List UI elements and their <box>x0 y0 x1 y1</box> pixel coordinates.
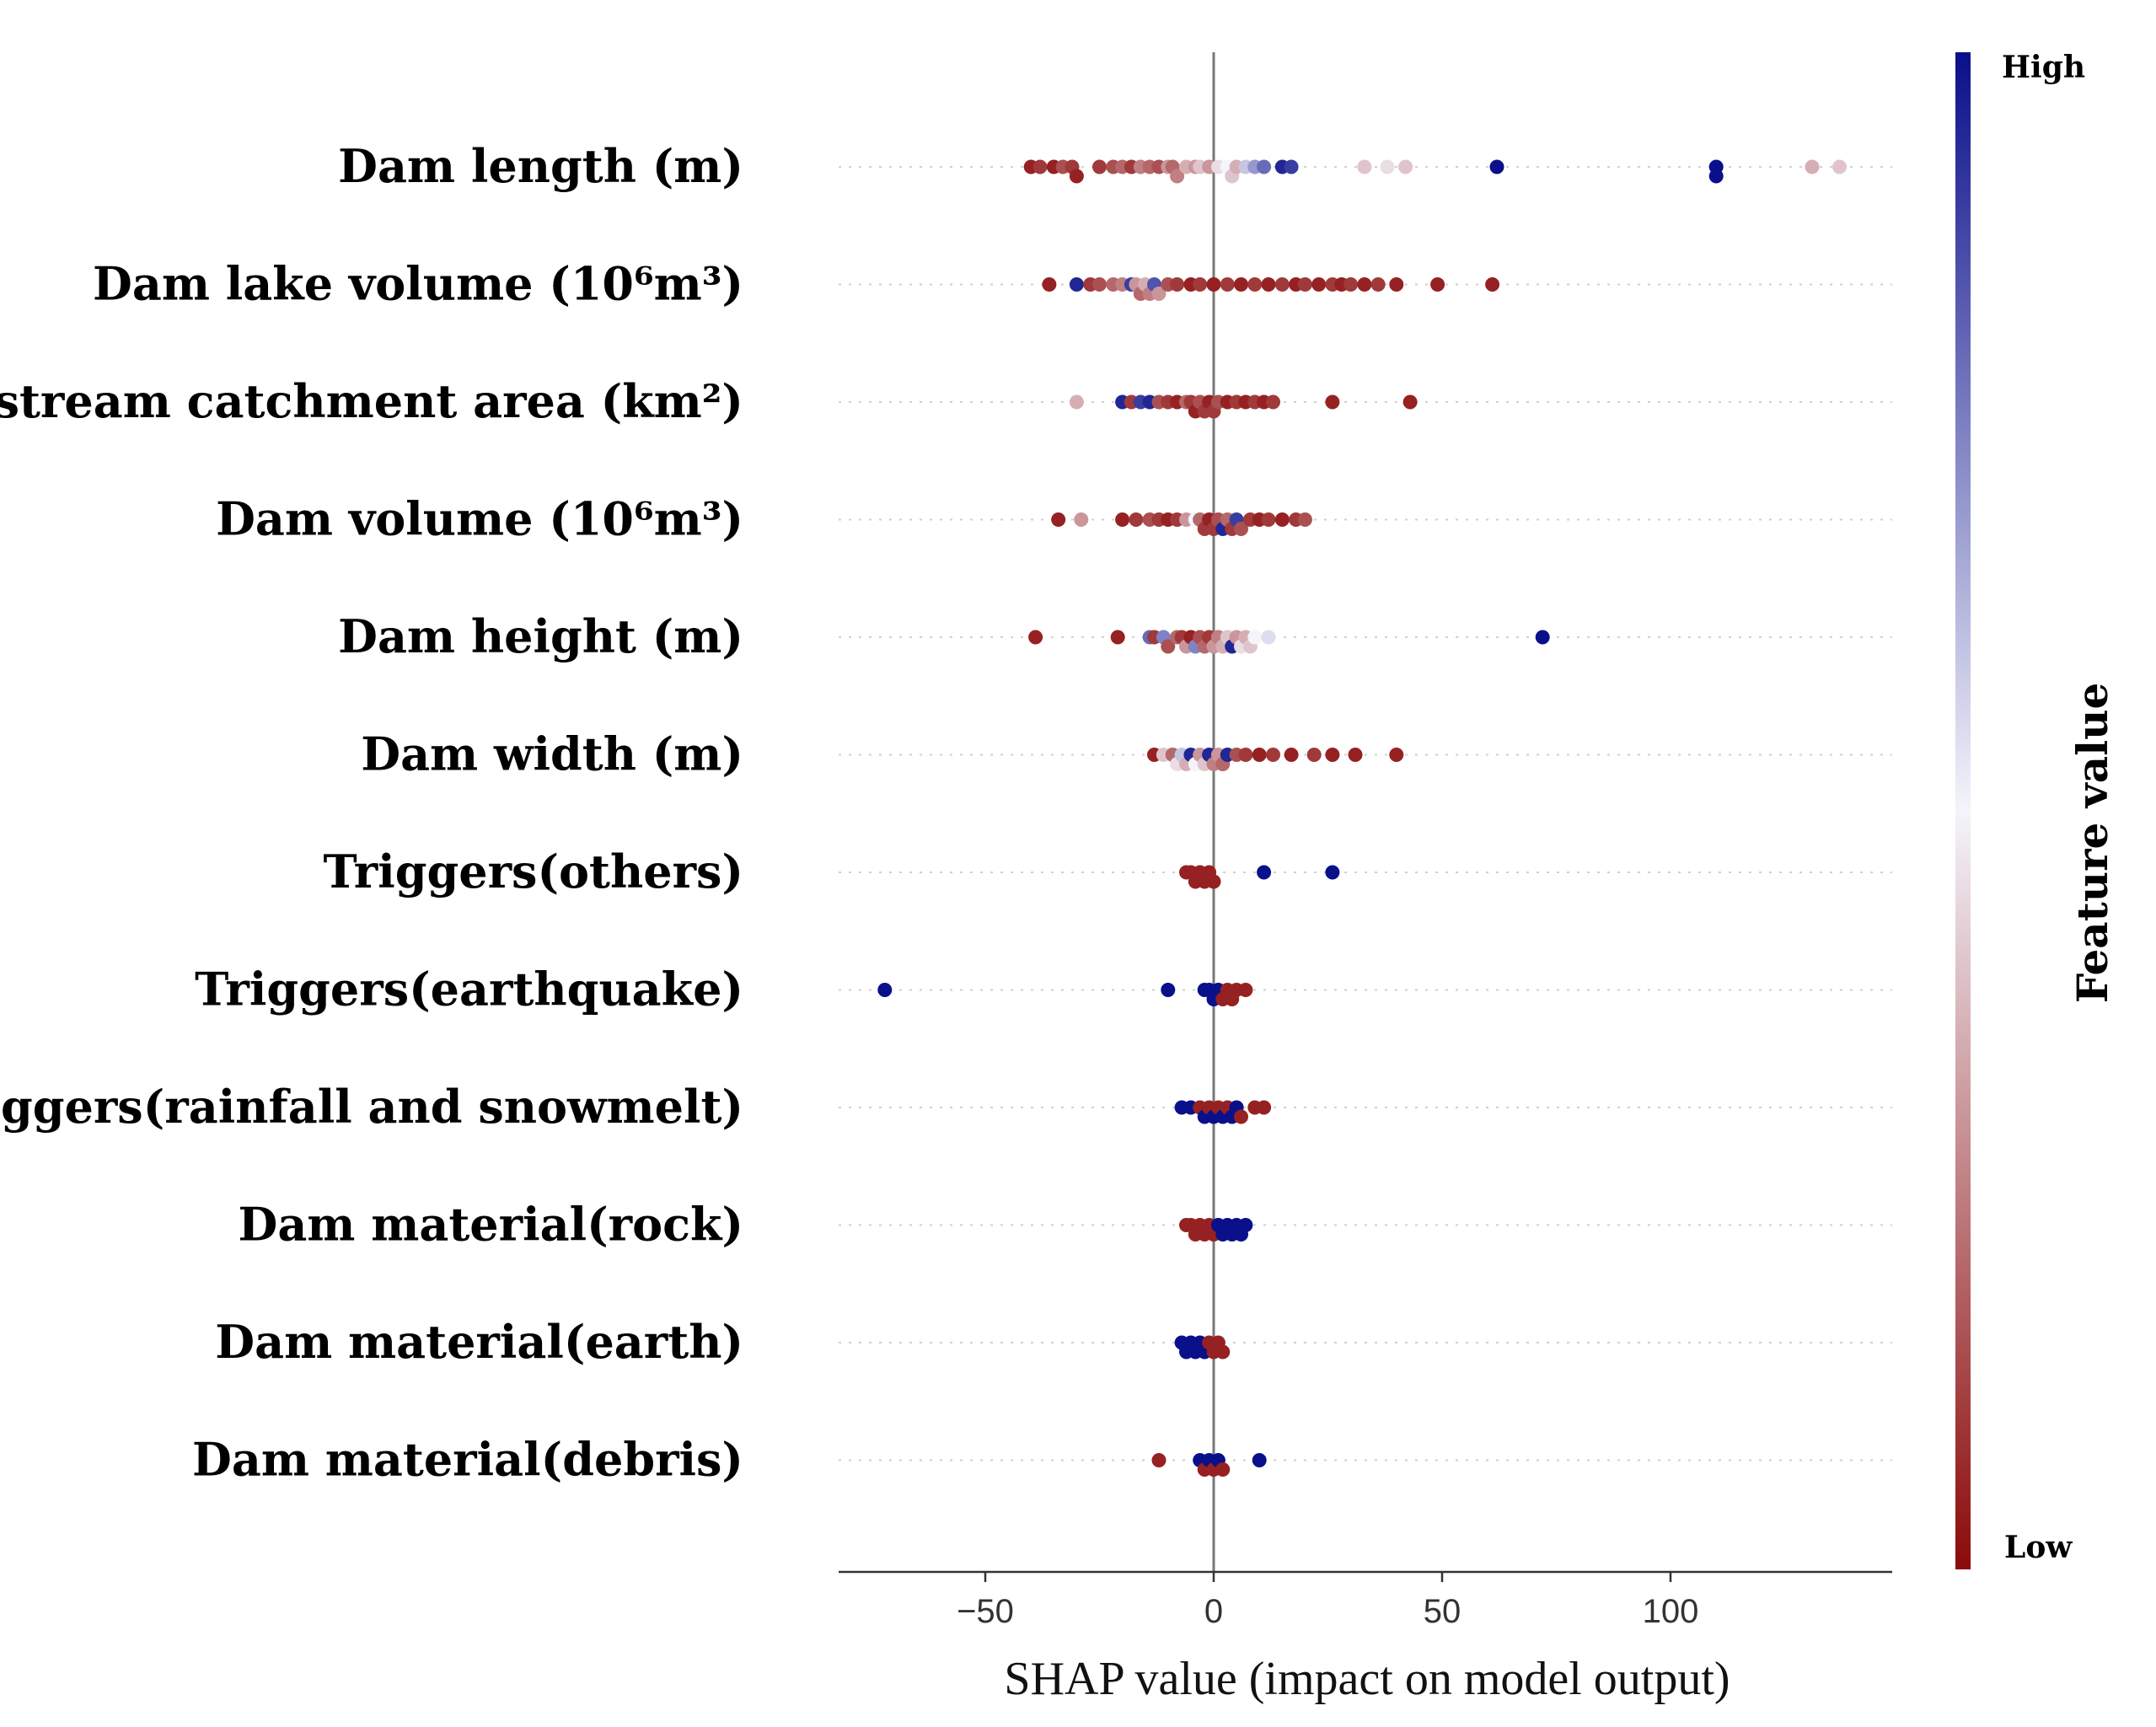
feature-label: Upstream catchment area (km²) <box>0 374 743 428</box>
shap-point <box>1389 277 1404 292</box>
shap-point <box>1257 159 1272 174</box>
shap-point <box>1220 277 1235 292</box>
shap-point <box>1266 748 1280 762</box>
shap-point <box>1247 277 1263 292</box>
feature-label: Dam material(rock) <box>238 1198 743 1252</box>
shap-point <box>1110 630 1125 645</box>
shap-point <box>1257 1100 1272 1115</box>
shap-point <box>1805 159 1820 174</box>
shap-point <box>1115 512 1130 527</box>
shap-point <box>1206 874 1221 889</box>
shap-point <box>1274 277 1290 292</box>
shap-point <box>1266 394 1280 410</box>
feature-label: Triggers(rainfall and snowmelt) <box>0 1080 743 1134</box>
feature-label: Dam lake volume (10⁶m³) <box>93 257 743 311</box>
shap-points <box>877 159 1847 1477</box>
shap-point <box>1238 1218 1253 1232</box>
shap-point <box>1284 159 1299 174</box>
shap-point <box>1489 159 1504 174</box>
colorbar-low-label: Low <box>2004 1530 2073 1565</box>
shap-point <box>1042 277 1057 292</box>
shap-point <box>1325 748 1340 762</box>
shap-point <box>1297 277 1312 292</box>
feature-label: Dam length (m) <box>338 139 743 193</box>
shap-point <box>1311 277 1327 292</box>
shap-point <box>1238 748 1253 762</box>
shap-point <box>1535 630 1550 645</box>
feature-label: Dam material(earth) <box>215 1315 743 1369</box>
shap-point <box>1284 748 1299 762</box>
shap-point <box>1028 630 1043 645</box>
shap-point <box>1234 1109 1248 1124</box>
shap-point <box>1170 169 1185 184</box>
colorbar-title: Feature value <box>2068 683 2117 1004</box>
shap-point <box>1069 394 1084 410</box>
shap-point <box>1357 159 1372 174</box>
shap-point <box>1325 394 1340 410</box>
x-tick-label: −50 <box>957 1593 1014 1630</box>
shap-point <box>1430 277 1445 292</box>
feature-label: Dam width (m) <box>361 727 743 781</box>
shap-point <box>1306 748 1322 762</box>
shap-point <box>1348 748 1363 762</box>
shap-point <box>1343 277 1359 292</box>
shap-point <box>877 983 893 997</box>
shap-point <box>1325 865 1340 880</box>
feature-rows: Dam length (m) Dam lake volume (10⁶m³) Ups… <box>0 139 1892 1487</box>
shap-point <box>1257 865 1272 880</box>
shap-point <box>1161 639 1176 654</box>
feature-label: Dam material(debris) <box>192 1433 743 1487</box>
shap-point <box>1252 748 1267 762</box>
shap-point <box>1485 277 1500 292</box>
shap-point <box>1247 630 1263 645</box>
shap-point <box>1357 277 1372 292</box>
shap-point <box>1215 1462 1231 1477</box>
shap-point <box>1832 159 1847 174</box>
shap-point <box>1193 277 1208 292</box>
shap-point <box>1297 512 1312 527</box>
shap-point <box>1261 512 1276 527</box>
shap-point <box>1092 159 1107 174</box>
shap-point <box>1069 277 1084 292</box>
shap-point <box>1051 512 1066 527</box>
colorbar-high-label: High <box>2002 50 2085 85</box>
shap-point <box>1032 159 1048 174</box>
shap-point <box>1215 1344 1231 1360</box>
shap-point <box>1092 277 1107 292</box>
feature-label: Dam height (m) <box>338 609 743 663</box>
shap-point <box>1161 983 1176 997</box>
shap-point <box>1069 169 1084 184</box>
shap-point <box>1129 512 1144 527</box>
shap-point <box>1170 277 1185 292</box>
shap-point <box>1151 287 1166 301</box>
shap-point <box>1252 1453 1267 1467</box>
x-axis: −50 0 50 100 <box>839 1570 1892 1630</box>
shap-point <box>1389 748 1404 762</box>
feature-label: Triggers(others) <box>324 845 743 898</box>
x-tick-label: 100 <box>1643 1593 1699 1630</box>
feature-label: Triggers(earthquake) <box>195 963 743 1016</box>
shap-point <box>1402 394 1418 410</box>
colorbar <box>1955 52 1971 1569</box>
shap-point <box>1370 277 1386 292</box>
shap-point <box>1206 277 1221 292</box>
shap-point <box>1074 512 1089 527</box>
shap-point <box>1234 277 1248 292</box>
shap-point <box>1398 159 1413 174</box>
shap-point <box>1380 159 1395 174</box>
feature-label: Dam volume (10⁶m³) <box>216 492 743 546</box>
shap-point <box>1151 1453 1166 1467</box>
x-axis-label: SHAP value (impact on model output) <box>1004 1653 1730 1705</box>
x-tick-label: 0 <box>1204 1593 1223 1630</box>
shap-point <box>1238 983 1253 997</box>
shap-point <box>1274 512 1290 527</box>
shap-point <box>1234 522 1248 536</box>
x-tick-label: 50 <box>1424 1593 1461 1630</box>
shap-point <box>1708 169 1724 184</box>
shap-point <box>1261 630 1276 645</box>
shap-point <box>1261 277 1276 292</box>
